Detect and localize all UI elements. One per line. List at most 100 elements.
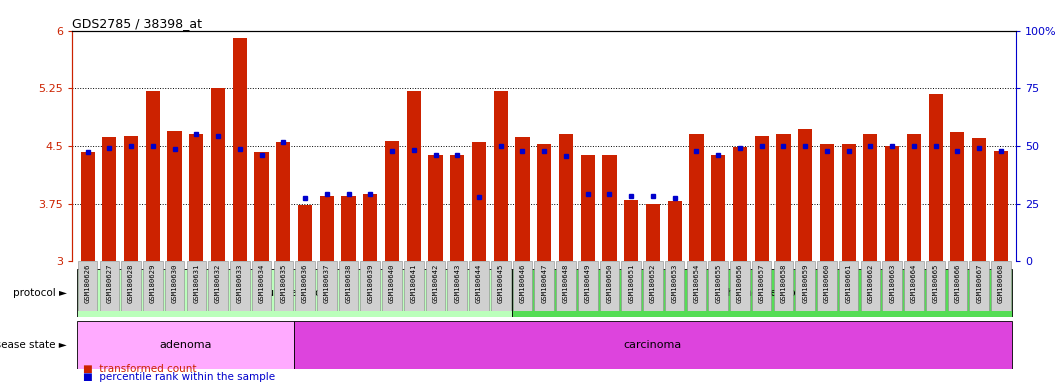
Text: GSM180626: GSM180626 — [84, 264, 90, 303]
Bar — [146, 91, 160, 261]
Text: disease state ►: disease state ► — [0, 339, 67, 350]
Bar — [277, 142, 290, 261]
Bar — [382, 261, 402, 311]
Bar — [429, 155, 443, 261]
Bar — [515, 137, 530, 261]
Text: GSM180660: GSM180660 — [824, 264, 830, 303]
Bar — [646, 204, 660, 261]
Bar — [602, 155, 616, 261]
Text: GSM180645: GSM180645 — [498, 264, 503, 303]
Text: GSM180630: GSM180630 — [171, 264, 178, 303]
Text: GSM180655: GSM180655 — [715, 264, 721, 303]
Text: untreated: untreated — [267, 288, 321, 298]
Bar — [167, 131, 182, 261]
Bar — [581, 155, 595, 261]
Text: GSM180647: GSM180647 — [542, 264, 547, 303]
Text: GSM180636: GSM180636 — [302, 264, 309, 303]
Bar — [643, 261, 663, 311]
Bar — [665, 261, 684, 311]
Bar — [81, 152, 95, 261]
Bar — [233, 38, 247, 261]
Bar — [559, 134, 573, 261]
Bar — [838, 261, 859, 311]
Bar — [578, 261, 598, 311]
Text: GSM180646: GSM180646 — [519, 264, 526, 303]
Text: protocol ►: protocol ► — [13, 288, 67, 298]
Bar — [189, 134, 203, 261]
Text: GSM180632: GSM180632 — [215, 264, 221, 303]
Bar — [885, 146, 899, 261]
Bar — [534, 261, 554, 311]
Bar — [929, 94, 943, 261]
Text: GSM180663: GSM180663 — [890, 264, 895, 303]
Bar — [991, 261, 1011, 311]
Bar — [448, 261, 467, 311]
Bar — [102, 137, 116, 261]
Bar — [209, 261, 228, 311]
Text: GSM180654: GSM180654 — [694, 264, 699, 303]
Bar — [625, 200, 638, 261]
Text: GSM180666: GSM180666 — [954, 264, 961, 303]
Bar — [491, 261, 511, 311]
Text: GSM180658: GSM180658 — [780, 264, 786, 303]
Bar — [406, 91, 421, 261]
Text: GSM180665: GSM180665 — [933, 264, 938, 303]
Bar — [556, 261, 576, 311]
Bar — [77, 269, 512, 317]
Bar — [469, 261, 488, 311]
Bar — [363, 194, 378, 261]
Bar — [621, 261, 641, 311]
Text: GSM180664: GSM180664 — [911, 264, 917, 303]
Bar — [820, 144, 834, 261]
Bar — [385, 141, 399, 261]
Bar — [777, 134, 791, 261]
Bar — [494, 91, 508, 261]
Text: GSM180640: GSM180640 — [389, 264, 395, 303]
Bar — [78, 261, 98, 311]
Bar — [294, 321, 1012, 369]
Text: GSM180627: GSM180627 — [106, 264, 113, 303]
Text: GDS2785 / 38398_at: GDS2785 / 38398_at — [72, 17, 202, 30]
Bar — [907, 134, 921, 261]
Bar — [796, 261, 815, 311]
Bar — [211, 88, 226, 261]
Bar — [165, 261, 184, 311]
Bar — [121, 261, 140, 311]
Bar — [972, 138, 986, 261]
Text: GSM180649: GSM180649 — [585, 264, 591, 303]
Bar — [472, 142, 486, 261]
Bar — [512, 269, 1012, 317]
Text: GSM180648: GSM180648 — [563, 264, 569, 303]
Bar — [124, 136, 138, 261]
Text: GSM180661: GSM180661 — [846, 264, 851, 303]
Bar — [667, 201, 682, 261]
Text: GSM180659: GSM180659 — [802, 264, 809, 303]
Text: GSM180631: GSM180631 — [194, 264, 199, 303]
Bar — [254, 152, 268, 261]
Bar — [100, 261, 119, 311]
Text: GSM180668: GSM180668 — [998, 264, 1004, 303]
Bar — [273, 261, 293, 311]
Text: ■  percentile rank within the sample: ■ percentile rank within the sample — [83, 372, 276, 382]
Bar — [426, 261, 446, 311]
Bar — [752, 261, 771, 311]
Text: GSM180651: GSM180651 — [628, 264, 634, 303]
Text: GSM180653: GSM180653 — [671, 264, 678, 303]
Text: GSM180629: GSM180629 — [150, 264, 155, 303]
Bar — [143, 261, 163, 311]
Bar — [733, 147, 747, 261]
Text: GSM180641: GSM180641 — [411, 264, 417, 303]
Bar — [904, 261, 924, 311]
Text: GSM180657: GSM180657 — [759, 264, 765, 303]
Text: GSM180656: GSM180656 — [737, 264, 743, 303]
Bar — [319, 196, 334, 261]
Bar — [711, 155, 726, 261]
Bar — [361, 261, 380, 311]
Bar — [295, 261, 315, 311]
Bar — [863, 134, 878, 261]
Text: GSM180638: GSM180638 — [346, 264, 351, 303]
Text: GSM180643: GSM180643 — [454, 264, 461, 303]
Text: GSM180628: GSM180628 — [128, 264, 134, 303]
Bar — [298, 205, 312, 261]
Text: adenoma: adenoma — [160, 339, 212, 350]
